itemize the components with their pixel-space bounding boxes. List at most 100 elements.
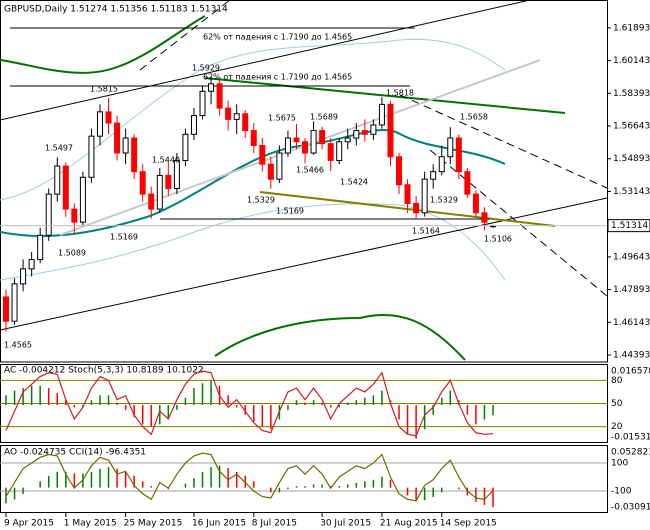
candle-body xyxy=(190,115,197,135)
x-tick-label: 16 Jun 2015 xyxy=(192,519,246,529)
candle-body xyxy=(353,130,360,139)
candle-body xyxy=(148,193,155,210)
y2-tick-label: -100 xyxy=(611,486,632,496)
band xyxy=(0,203,506,281)
y-tick-label: -0.030918 xyxy=(611,503,650,513)
annotation: 1.5329 xyxy=(430,196,458,205)
candle-body xyxy=(327,143,334,161)
candle-body xyxy=(472,193,479,214)
candle-body xyxy=(233,113,240,120)
candle-body xyxy=(45,193,52,236)
x-tick-label: 1 May 2015 xyxy=(64,519,117,529)
candle-body xyxy=(404,184,411,204)
dashed-line xyxy=(399,94,608,189)
candle-body xyxy=(242,113,249,132)
y-tick-label: 1.47893 xyxy=(613,285,650,295)
candle-body xyxy=(276,152,283,180)
annotation: 1.5106 xyxy=(484,235,512,244)
overlays xyxy=(0,0,608,361)
current-price-label: 1.51314 xyxy=(611,221,648,231)
x-tick-label: 9 Apr 2015 xyxy=(4,519,54,529)
candle-body xyxy=(430,171,437,180)
annotation: 1.5689 xyxy=(310,113,338,122)
envelope-upper xyxy=(0,15,206,74)
candle-body xyxy=(387,103,394,158)
y-tick-label: 1.60143 xyxy=(613,56,650,66)
candle-body xyxy=(122,137,129,154)
y-tick-label: 1.56643 xyxy=(613,122,650,132)
annotation: 1.5169 xyxy=(276,207,304,216)
panel-title: AC -0.004212 Stoch(5,3,3) 10.8189 10.102… xyxy=(4,366,204,376)
candle-body xyxy=(105,111,112,124)
candle-body xyxy=(421,178,428,214)
annotation: 1.5929 xyxy=(192,64,220,73)
candle-body xyxy=(455,137,462,173)
candle-body xyxy=(71,208,78,223)
candle-body xyxy=(302,141,309,154)
candle-body xyxy=(20,268,27,285)
annotation: 1.5658 xyxy=(460,113,488,122)
indicator-line xyxy=(5,452,494,502)
y-tick-label: 0.052821 xyxy=(611,448,650,458)
x-tick-label: 30 Jul 2015 xyxy=(320,519,371,529)
candle-body xyxy=(139,171,146,195)
annotation: 1.5089 xyxy=(58,249,86,258)
annotation: 1.5818 xyxy=(386,89,414,98)
gray-line xyxy=(59,59,541,236)
candle-body xyxy=(319,130,326,145)
candle-body xyxy=(438,156,445,173)
y-tick-label: 1.54893 xyxy=(613,154,650,164)
candle-body xyxy=(284,137,291,154)
candle-body xyxy=(464,171,471,195)
annotation: 1.5466 xyxy=(296,166,324,175)
y-tick-label: 1.44393 xyxy=(613,351,650,361)
y-tick-label: 0.016578 xyxy=(611,367,650,377)
annotation: 1.4565 xyxy=(4,341,32,350)
candle-body xyxy=(208,83,215,92)
candle-body xyxy=(11,283,18,322)
candle-body xyxy=(259,145,266,165)
candle-body xyxy=(156,174,163,210)
candle-body xyxy=(165,174,172,190)
x-tick-label: 14 Sep 2015 xyxy=(440,519,497,529)
x-tick-label: 25 May 2015 xyxy=(124,519,183,529)
annotation: 1.5424 xyxy=(340,178,368,187)
candle-body xyxy=(114,122,121,154)
candle-body xyxy=(344,137,351,143)
candle-body xyxy=(413,202,420,214)
annotation: 1.5497 xyxy=(45,144,73,153)
candle-body xyxy=(310,130,317,154)
dashed-line xyxy=(139,0,231,71)
band xyxy=(0,38,506,201)
candle-body xyxy=(28,259,35,270)
candle-body xyxy=(250,130,257,147)
y-tick-label: 1.46143 xyxy=(613,318,650,328)
indicator-line xyxy=(5,370,494,437)
annotation: 1.5440 xyxy=(152,156,180,165)
y2-tick-label: 100 xyxy=(611,458,628,468)
channel-line xyxy=(0,0,531,121)
annotation: 1.5329 xyxy=(247,196,275,205)
trend-line xyxy=(204,77,566,114)
candle-body xyxy=(216,83,223,109)
panel-title: AO -0.024735 CCI(14) -96.4351 xyxy=(4,448,146,458)
x-tick-label: 8 Jul 2015 xyxy=(252,519,297,529)
envelope-lower xyxy=(214,314,466,361)
candle-body xyxy=(3,296,9,322)
y-tick-label: 1.53143 xyxy=(613,187,650,197)
candle-body xyxy=(361,130,368,135)
y-tick-label: 1.61893 xyxy=(613,23,650,33)
y2-tick-label: 80 xyxy=(611,376,623,386)
chart-title: GBPUSD,Daily 1.51274 1.51356 1.51183 1.5… xyxy=(4,5,228,15)
y2-tick-label: 50 xyxy=(611,399,623,409)
candle-body xyxy=(293,137,300,143)
candle-body xyxy=(370,124,377,135)
candle-body xyxy=(336,141,343,161)
x-tick-label: 21 Aug 2015 xyxy=(380,519,438,529)
annotation: 62% от падения с 1.7190 до 1.4565 xyxy=(203,33,352,42)
annotation: 1.5169 xyxy=(110,233,138,242)
y2-tick-label: 20 xyxy=(611,422,623,432)
candle-body xyxy=(182,133,189,161)
y-tick-label: -0.01531 xyxy=(611,433,650,443)
